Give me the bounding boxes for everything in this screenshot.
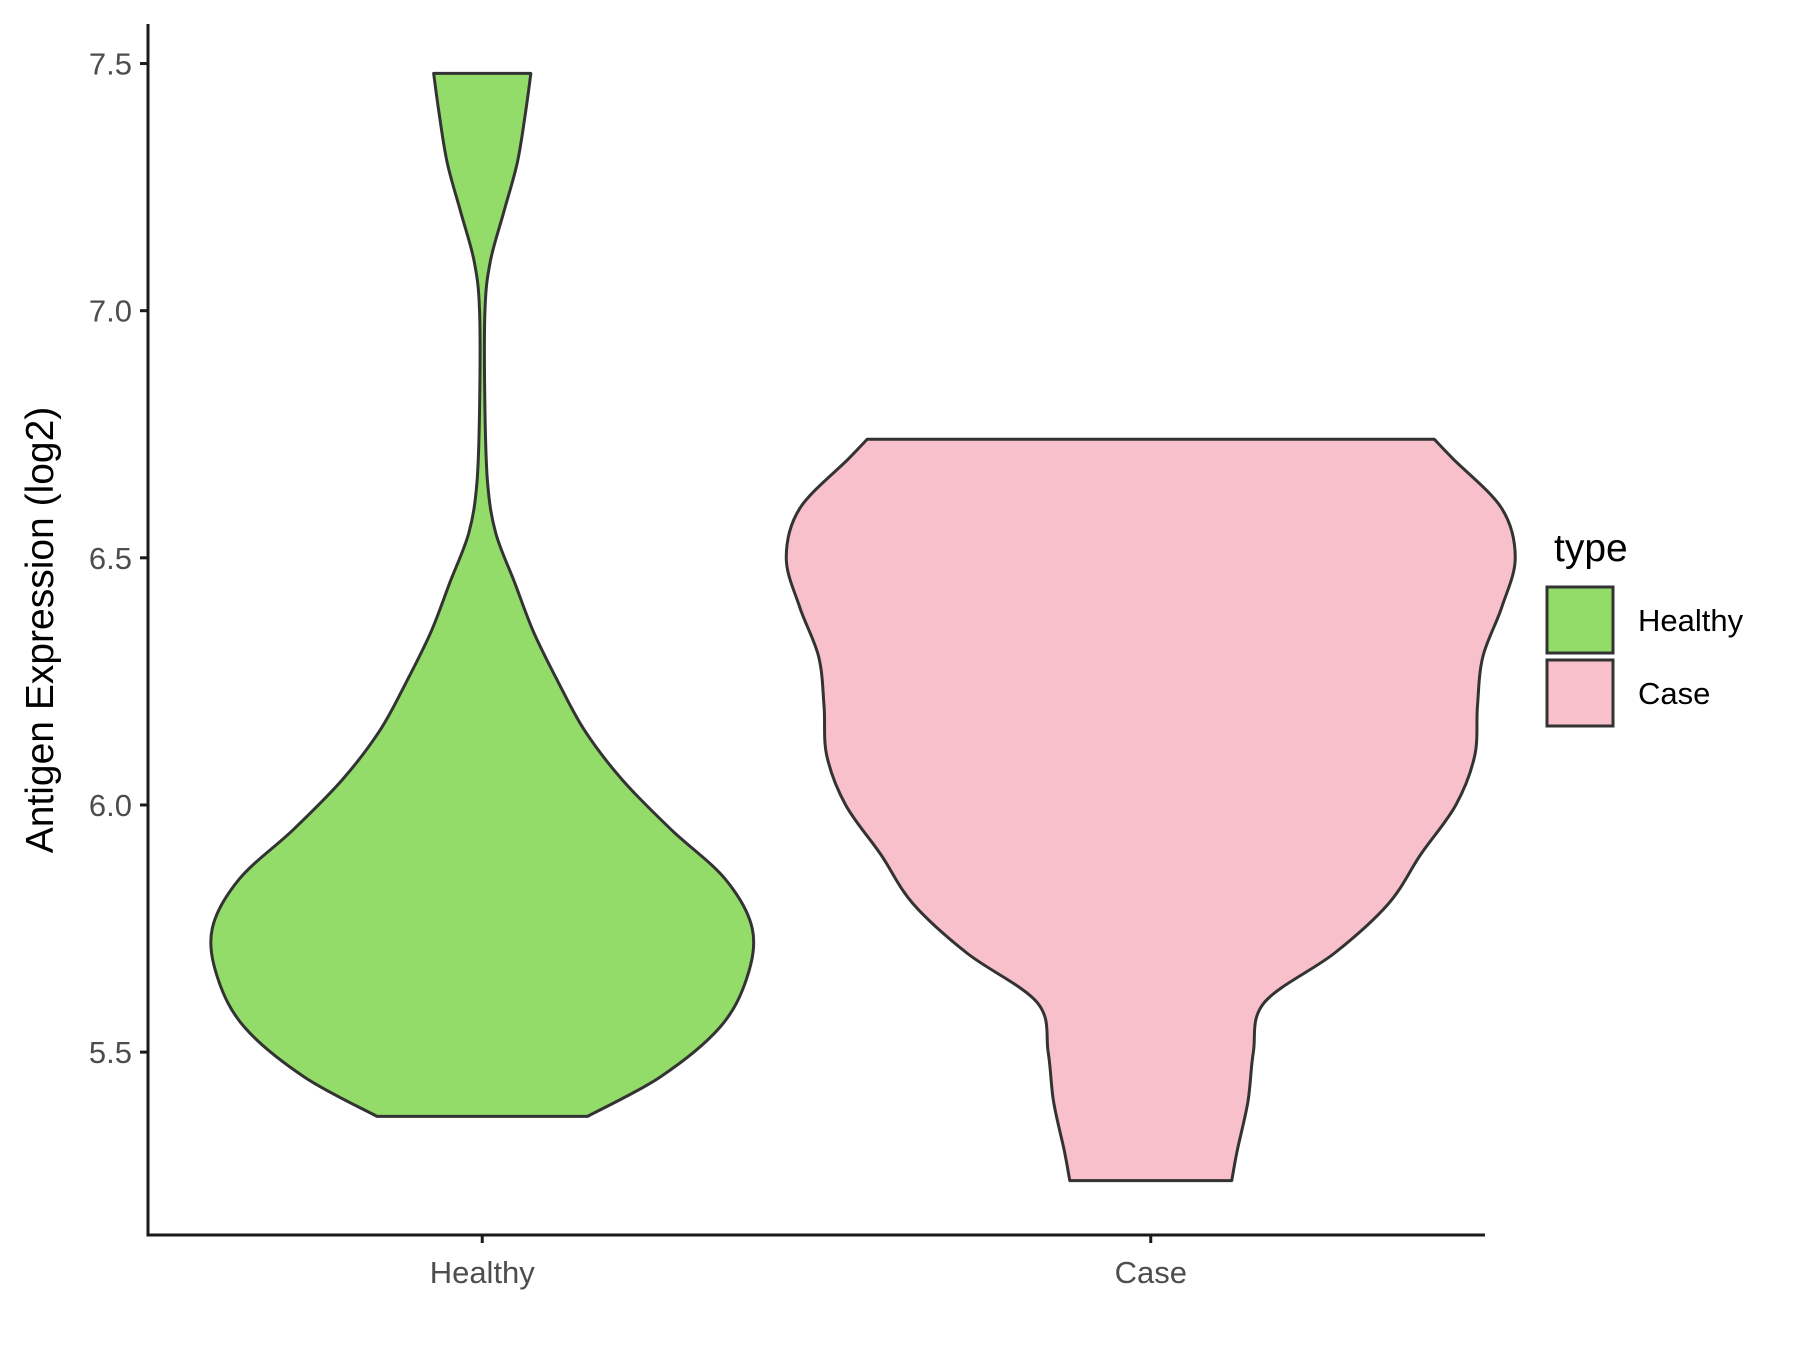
y-tick-label: 7.0 xyxy=(89,294,132,329)
legend-entries: Healthy Case xyxy=(1545,585,1744,728)
legend-key-case xyxy=(1545,658,1615,728)
y-tick-label: 7.5 xyxy=(89,47,132,82)
y-tick-label: 5.5 xyxy=(89,1035,132,1070)
violin-case xyxy=(784,437,1517,1183)
legend-label-healthy: Healthy xyxy=(1638,603,1744,638)
violin-healthy xyxy=(209,71,756,1118)
legend: type Healthy Case xyxy=(1545,527,1744,728)
y-tick-label: 6.0 xyxy=(89,788,132,823)
legend-key-healthy xyxy=(1545,585,1615,655)
x-axis-ticks: Healthy Case xyxy=(430,1235,1187,1290)
legend-title: type xyxy=(1554,527,1628,570)
legend-label-case: Case xyxy=(1638,676,1710,711)
x-tick-label: Healthy xyxy=(430,1255,536,1290)
y-axis-ticks: 5.5 6.0 6.5 7.0 7.5 xyxy=(89,47,148,1070)
plot-area xyxy=(209,71,1517,1183)
y-tick-label: 6.5 xyxy=(89,541,132,576)
y-axis-title: Antigen Expression (log2) xyxy=(19,407,62,854)
x-tick-label: Case xyxy=(1115,1255,1187,1290)
